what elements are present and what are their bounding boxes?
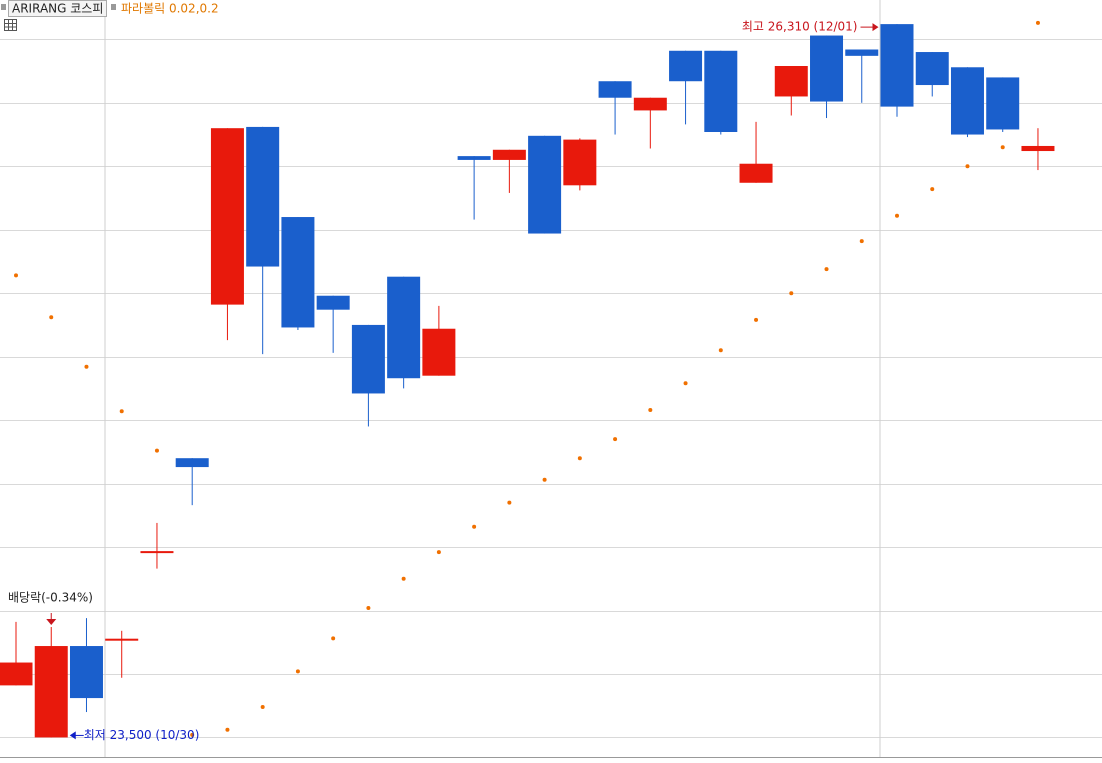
candle-body — [387, 276, 421, 379]
candle-body — [210, 128, 244, 305]
candle-body — [492, 149, 526, 160]
candle-body — [457, 156, 491, 160]
candle-body — [105, 638, 139, 641]
dividend-label: 배당락(-0.34%) — [8, 591, 93, 605]
sar-dot — [436, 550, 441, 555]
dividend-arrow — [46, 619, 57, 625]
sar-dot — [14, 273, 18, 278]
sar-dot — [613, 437, 618, 442]
sar-dot — [1000, 145, 1005, 150]
candle-body — [845, 49, 879, 56]
candle-body — [175, 458, 209, 468]
sar-dot — [154, 448, 159, 453]
candle-body — [774, 66, 808, 97]
sar-dot — [577, 456, 582, 461]
sar-dot — [49, 315, 54, 320]
sar-dot — [366, 605, 371, 610]
candle-body — [1021, 145, 1055, 152]
candle-body — [351, 324, 385, 394]
legend-marker — [111, 4, 116, 10]
candle-body — [140, 551, 174, 554]
table-icon[interactable] — [4, 19, 17, 31]
candle-body — [669, 50, 703, 82]
sar-dot — [542, 477, 547, 482]
low-label: 최저 23,500 (10/30) — [84, 728, 200, 742]
legend-marker — [1, 4, 6, 10]
sar-dot — [859, 239, 864, 244]
sar-dot — [331, 636, 336, 641]
sar-dot — [190, 732, 195, 737]
candle-body — [0, 662, 33, 686]
sar-dot — [648, 407, 653, 412]
candle-body — [633, 97, 667, 111]
candle-body — [810, 35, 844, 102]
sar-dot — [260, 704, 265, 709]
sar-dot — [472, 524, 477, 529]
candle-body — [704, 50, 738, 133]
sar-dot — [295, 669, 300, 674]
candle-body — [563, 139, 597, 186]
chart-title: ARIRANG 코스피 — [12, 2, 103, 16]
candle-body — [69, 646, 103, 699]
sar-dot — [1035, 20, 1040, 25]
sar-dot — [789, 291, 794, 296]
high-arrow-head — [872, 23, 879, 32]
sar-dot — [507, 500, 512, 505]
candle-body — [986, 77, 1020, 130]
sar-dot — [401, 576, 406, 581]
candle-body — [880, 24, 914, 107]
title-box — [8, 0, 107, 17]
candle-body — [598, 81, 632, 98]
sar-dot — [895, 213, 899, 218]
candle-body — [739, 163, 773, 183]
low-arrow-head — [69, 731, 76, 740]
candle-body — [316, 295, 350, 310]
sar-dot — [119, 409, 124, 414]
high-label: 최고 26,310 (12/01) — [742, 20, 858, 34]
candle-body — [950, 67, 984, 135]
sar-dot — [754, 317, 759, 322]
candle-body — [246, 126, 280, 267]
sar-dot — [824, 267, 829, 272]
sar-dot — [225, 727, 230, 732]
candle-body — [915, 52, 949, 86]
indicator-label: 파라볼릭 0.02,0.2 — [121, 2, 219, 16]
candle-body — [528, 135, 562, 234]
candle-body — [281, 217, 315, 328]
sar-dot — [683, 381, 688, 386]
sar-dot — [930, 187, 935, 192]
candle-body — [34, 646, 68, 738]
sar-dot — [718, 348, 723, 353]
sar-dot — [84, 364, 89, 369]
candle-body — [422, 328, 456, 376]
sar-dot — [965, 164, 970, 169]
